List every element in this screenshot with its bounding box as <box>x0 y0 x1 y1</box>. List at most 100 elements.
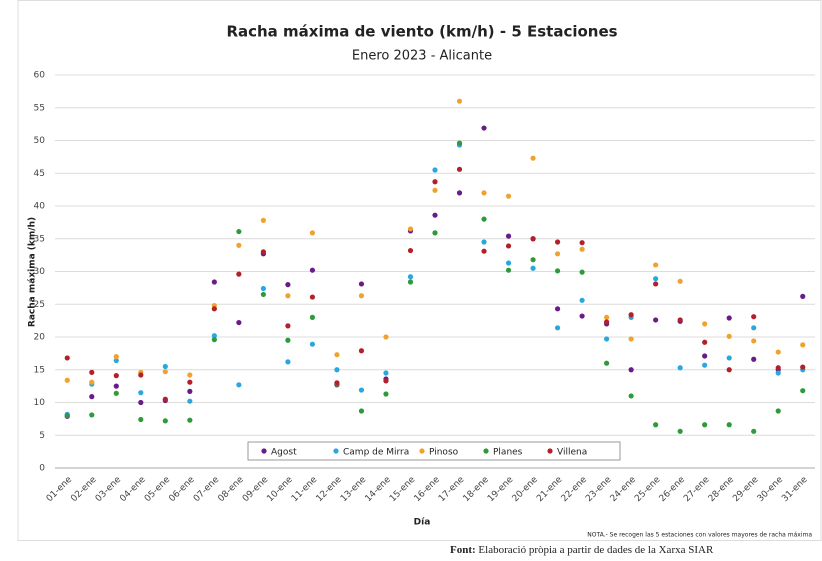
point <box>505 267 512 273</box>
point <box>407 226 414 232</box>
footer-text: Elaboració pròpia a partir de dades de l… <box>478 544 714 556</box>
x-tick-label: 11-ene <box>290 474 320 504</box>
point <box>751 338 757 344</box>
point <box>236 242 242 248</box>
x-tick-label: 29-ene <box>731 474 761 504</box>
point <box>285 323 291 329</box>
point <box>236 228 242 235</box>
point <box>89 379 95 385</box>
y-tick-label: 25 <box>34 300 45 310</box>
point <box>456 190 463 196</box>
point <box>628 312 634 318</box>
point <box>628 393 634 399</box>
point <box>432 230 438 236</box>
point <box>579 313 585 319</box>
y-tick-label: 0 <box>39 464 45 474</box>
x-tick-label: 17-ene <box>437 474 467 504</box>
point <box>211 279 217 285</box>
point <box>432 187 438 193</box>
x-tick-label: 18-ene <box>462 474 492 504</box>
legend-label: Camp de Mirra <box>343 448 409 458</box>
point <box>211 337 217 343</box>
point <box>702 353 708 359</box>
point <box>138 372 144 378</box>
point <box>64 377 70 383</box>
y-axis-label: Racha máxima (km/h) <box>28 217 38 327</box>
point <box>505 233 512 239</box>
point <box>677 365 683 371</box>
legend-marker <box>483 448 489 454</box>
point <box>456 98 463 104</box>
point <box>775 349 781 355</box>
x-tick-label: 23-ene <box>584 474 614 504</box>
x-tick-label: 20-ene <box>511 474 541 504</box>
point <box>162 369 168 375</box>
x-tick-label: 10-ene <box>265 474 295 504</box>
x-tick-label: 02-ene <box>69 474 99 504</box>
point <box>187 379 193 385</box>
point <box>530 155 536 161</box>
point <box>89 369 95 375</box>
point <box>481 248 487 254</box>
point <box>751 325 757 331</box>
point <box>702 321 708 327</box>
point <box>481 190 487 196</box>
point <box>800 342 806 348</box>
point <box>505 243 512 249</box>
point <box>113 373 119 379</box>
x-tick-label: 14-ene <box>364 474 394 504</box>
y-tick-label: 40 <box>34 202 46 212</box>
point <box>702 422 708 428</box>
point <box>407 274 414 280</box>
point <box>726 367 732 373</box>
chart-title: Racha máxima de viento (km/h) - 5 Estaci… <box>226 23 617 41</box>
point <box>604 360 610 366</box>
point <box>64 413 70 419</box>
point <box>456 140 463 146</box>
y-tick-label: 55 <box>34 103 45 113</box>
point <box>162 396 168 402</box>
point <box>211 333 217 339</box>
x-tick-label: 26-ene <box>658 474 688 504</box>
x-tick-label: 08-ene <box>216 474 246 504</box>
footer: Font: Elaboració pròpia a partir de dade… <box>450 544 714 556</box>
point <box>604 314 610 320</box>
point <box>726 422 732 428</box>
point <box>407 279 414 285</box>
point <box>481 239 487 245</box>
x-tick-label: 07-ene <box>192 474 222 504</box>
point <box>653 276 659 282</box>
point <box>579 269 585 275</box>
point <box>309 294 316 300</box>
x-tick-label: 25-ene <box>633 474 663 504</box>
x-tick-label: 31-ene <box>780 474 810 504</box>
x-tick-label: 12-ene <box>314 474 344 504</box>
point <box>285 293 291 299</box>
point <box>579 297 585 303</box>
point <box>383 370 389 376</box>
point <box>187 417 193 423</box>
y-tick-label: 50 <box>34 136 46 146</box>
point <box>775 370 781 376</box>
point <box>309 267 316 273</box>
x-tick-label: 30-ene <box>756 474 786 504</box>
point <box>432 167 438 173</box>
point <box>751 314 757 320</box>
point <box>530 257 536 263</box>
y-tick-label: 35 <box>34 234 45 244</box>
x-tick-label: 27-ene <box>682 474 712 504</box>
point <box>113 390 119 396</box>
point <box>113 354 119 360</box>
legend-label: Agost <box>271 448 297 458</box>
point <box>162 363 168 370</box>
point <box>358 408 365 414</box>
x-tick-label: 13-ene <box>339 474 369 504</box>
point <box>702 339 708 345</box>
point <box>358 348 365 354</box>
point <box>751 356 757 362</box>
point <box>358 387 365 393</box>
point <box>64 355 70 361</box>
point <box>775 408 781 414</box>
legend <box>247 441 621 461</box>
